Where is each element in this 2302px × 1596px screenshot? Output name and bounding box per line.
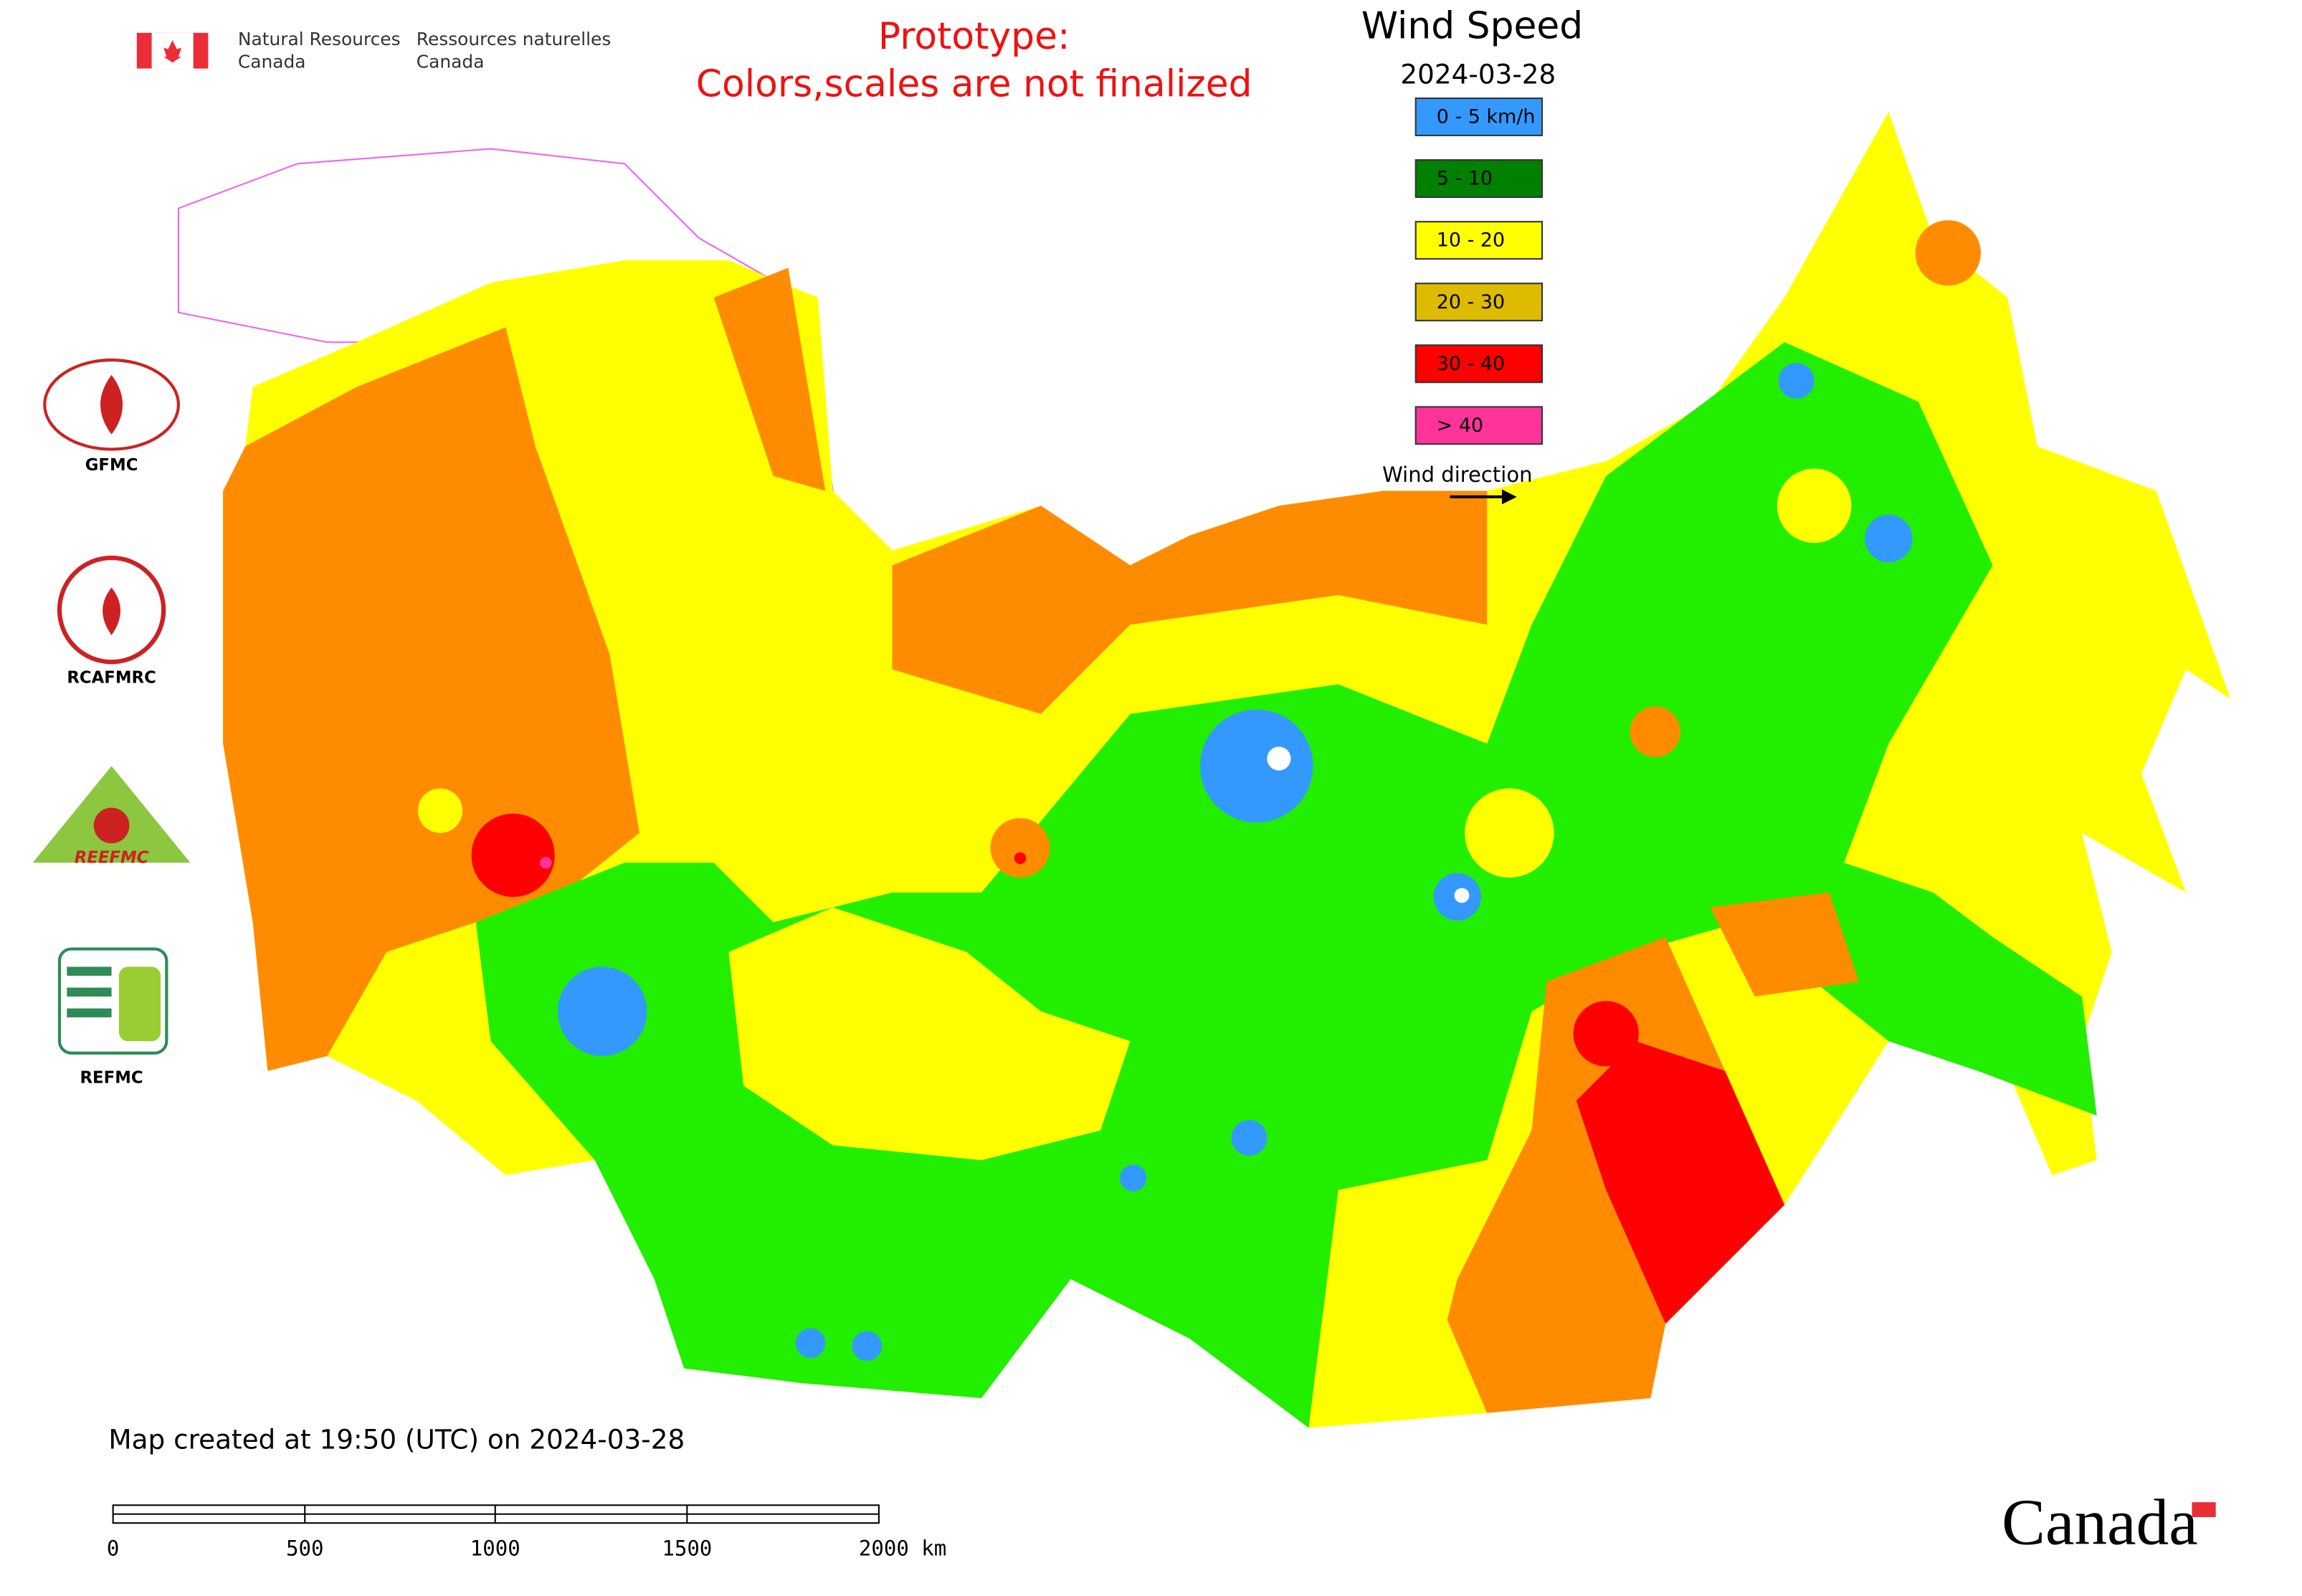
agency-en: Natural Resources <box>238 29 401 49</box>
legend-swatch <box>1414 221 1544 260</box>
legend-swatch <box>1414 406 1544 445</box>
scale-label: 1500 <box>662 1536 712 1561</box>
agency-en: Canada <box>238 51 306 72</box>
logo-label: RCAFMRC <box>67 669 156 688</box>
scale-label: 500 <box>286 1536 323 1561</box>
scale-label: 2000 km <box>859 1536 946 1561</box>
direction-label: Wind direction <box>1382 462 1532 487</box>
scale-bar <box>112 1504 880 1524</box>
logo-refmc <box>57 947 168 1055</box>
legend-label: > 40 <box>1437 414 1483 437</box>
legend-swatch <box>1414 282 1544 322</box>
scale-label: 1000 <box>470 1536 520 1561</box>
legend-label: 0 - 5 km/h <box>1437 106 1536 128</box>
legend-label: 10 - 20 <box>1437 229 1505 252</box>
legend-label: 30 - 40 <box>1437 353 1505 375</box>
legend: 0 - 5 km/h 5 - 10 10 - 20 20 - 30 30 - 40 > 4… <box>1414 98 1544 445</box>
logo-gfmc <box>43 358 180 451</box>
logo-reefmc <box>32 766 191 863</box>
canada-wordmark: Canada <box>2002 1486 2198 1558</box>
logo-label: REFMC <box>80 1069 143 1088</box>
flag <box>136 32 209 69</box>
scale-labels: 0 500 1000 1500 2000 km <box>107 1536 946 1561</box>
direction-arrow <box>1450 489 1517 505</box>
legend-label: 20 - 30 <box>1437 291 1505 313</box>
legend-date: 2024-03-28 <box>1400 58 1556 90</box>
agency-fr: Canada <box>417 51 485 72</box>
logo-rcafmrc <box>57 555 166 665</box>
notice: Colors,scales are not finalized <box>696 62 1252 105</box>
legend-swatch <box>1414 344 1544 384</box>
logo-label: GFMC <box>85 456 138 475</box>
legend-label: 5 - 10 <box>1437 168 1493 190</box>
scale-label: 0 <box>107 1536 119 1561</box>
map <box>177 111 2231 1428</box>
wordmark-flag <box>2192 1502 2216 1517</box>
agency-fr: Ressources naturelles <box>417 29 612 49</box>
logo-label: REEFMC <box>75 849 149 868</box>
legend-swatch <box>1414 159 1544 199</box>
notice: Prototype: <box>878 15 1070 58</box>
legend-title: Wind Speed <box>1361 5 1583 48</box>
created-note: Map created at 19:50 (UTC) on 2024-03-28 <box>108 1424 685 1455</box>
legend-swatch <box>1414 98 1544 136</box>
